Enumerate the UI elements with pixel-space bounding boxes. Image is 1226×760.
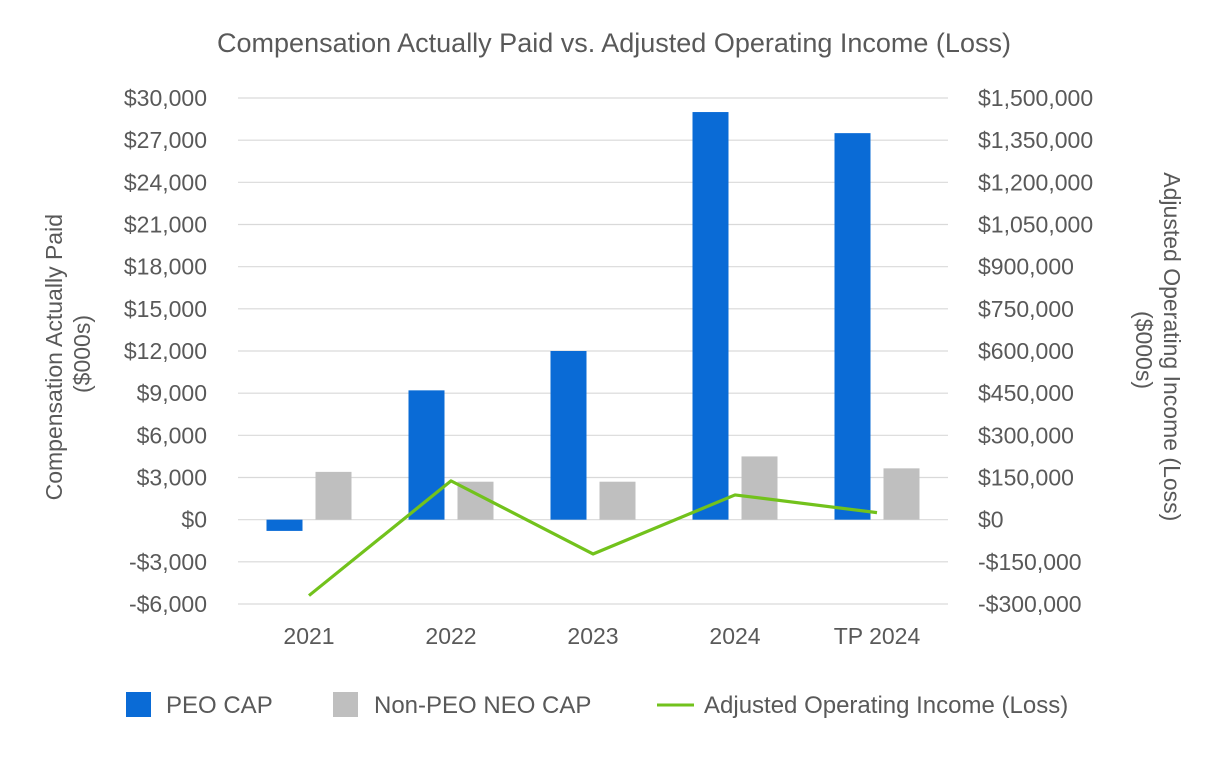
left-tick-label: $24,000 <box>124 169 207 195</box>
left-tick-label: $9,000 <box>137 380 207 406</box>
legend-label-peo-cap: PEO CAP <box>166 692 273 719</box>
left-tick-label: $15,000 <box>124 296 207 322</box>
right-axis-label-line2: ($000s) <box>1131 311 1157 389</box>
bar-peo-cap-2023 <box>550 351 587 520</box>
right-tick-label: $300,000 <box>978 422 1074 448</box>
right-tick-label: -$150,000 <box>978 549 1082 575</box>
category-label: 2021 <box>283 623 334 649</box>
left-tick-label: $21,000 <box>124 212 207 238</box>
chart-title: Compensation Actually Paid vs. Adjusted … <box>217 28 1011 58</box>
legend-label-non-peo-neo-cap: Non-PEO NEO CAP <box>374 692 591 719</box>
left-tick-label: $27,000 <box>124 127 207 153</box>
left-tick-label: $6,000 <box>137 422 207 448</box>
bar-non-peo-neo-cap-2021 <box>315 471 352 520</box>
right-tick-label: $150,000 <box>978 465 1074 491</box>
right-tick-label: $1,050,000 <box>978 212 1093 238</box>
left-tick-label: $30,000 <box>124 85 207 111</box>
left-axis-label: Compensation Actually Paid ($000s) <box>41 208 95 501</box>
left-tick-label: $0 <box>181 507 207 533</box>
bars <box>266 112 920 531</box>
left-axis-ticks: -$6,000 -$3,000 $0 $3,000 $6,000 $9,000 $12,00… <box>124 85 207 617</box>
right-tick-label: $450,000 <box>978 380 1074 406</box>
right-axis-label: Adjusted Operating Income (Loss) ($000s) <box>1131 172 1185 527</box>
right-tick-label: -$300,000 <box>978 591 1082 617</box>
category-labels: 2021 2022 2023 2024 TP 2024 <box>283 623 920 649</box>
legend: PEO CAP Non-PEO NEO CAP Adjusted Operati… <box>126 692 1068 719</box>
left-tick-label: -$6,000 <box>129 591 207 617</box>
left-tick-label: -$3,000 <box>129 549 207 575</box>
left-tick-label: $18,000 <box>124 254 207 280</box>
line-series <box>307 479 878 597</box>
bar-non-peo-neo-cap-tp-2024 <box>883 468 920 520</box>
legend-swatch-non-peo-neo-cap <box>333 692 358 717</box>
bar-non-peo-neo-cap-2023 <box>599 481 636 520</box>
right-tick-label: $1,350,000 <box>978 127 1093 153</box>
bar-peo-cap-2021 <box>266 519 303 531</box>
gridlines <box>238 97 948 605</box>
left-tick-label: $3,000 <box>137 465 207 491</box>
line-adjusted-operating-income <box>307 479 878 597</box>
bar-non-peo-neo-cap-2024 <box>741 456 778 520</box>
category-label: 2023 <box>567 623 618 649</box>
right-tick-label: $900,000 <box>978 254 1074 280</box>
category-label: 2024 <box>709 623 760 649</box>
left-tick-label: $12,000 <box>124 338 207 364</box>
legend-label-adjusted-operating-income: Adjusted Operating Income (Loss) <box>704 692 1068 719</box>
right-tick-label: $1,500,000 <box>978 85 1093 111</box>
right-tick-label: $0 <box>978 507 1004 533</box>
right-tick-label: $1,200,000 <box>978 169 1093 195</box>
bar-peo-cap-tp-2024 <box>834 133 871 520</box>
right-axis-ticks: -$300,000 -$150,000 $0 $150,000 $300,000 $450… <box>978 85 1093 617</box>
left-axis-label-line1: Compensation Actually Paid <box>41 214 67 500</box>
category-label: TP 2024 <box>834 623 921 649</box>
right-axis-label-line1: Adjusted Operating Income (Loss) <box>1159 172 1185 521</box>
right-tick-label: $750,000 <box>978 296 1074 322</box>
left-axis-label-line2: ($000s) <box>69 315 95 393</box>
category-label: 2022 <box>425 623 476 649</box>
bar-peo-cap-2022 <box>408 390 445 520</box>
right-tick-label: $600,000 <box>978 338 1074 364</box>
legend-swatch-peo-cap <box>126 692 151 717</box>
bar-peo-cap-2024 <box>692 112 729 520</box>
